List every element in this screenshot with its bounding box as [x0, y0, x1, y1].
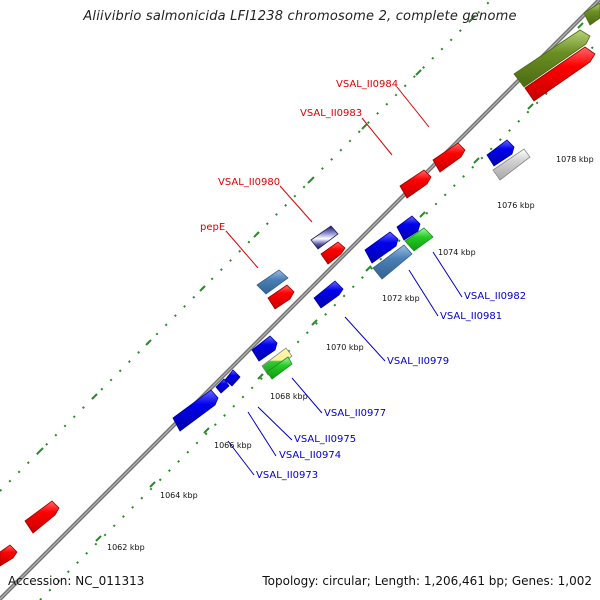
map-title: Aliivibrio salmonicida LFI1238 chromosom… [83, 9, 517, 24]
scale-label-1072: 1072 kbp [382, 294, 420, 303]
gene-label-pepE[interactable]: pepE [200, 222, 226, 233]
gene-VSAL_II0981[interactable] [372, 244, 413, 280]
gene-pepE[interactable] [256, 269, 289, 295]
label-leaders [225, 86, 463, 476]
gene-VSAL_II0982[interactable] [404, 227, 434, 252]
gene-red-small-2[interactable] [267, 284, 295, 310]
gene-blue-mid-1[interactable] [364, 231, 399, 264]
gene-VSAL_II0974[interactable] [215, 378, 230, 394]
gene-label-VSAL_II0974[interactable]: VSAL_II0974 [279, 450, 342, 461]
gene-label-VSAL_II0977[interactable]: VSAL_II0977 [324, 408, 387, 419]
scale-label-1066: 1066 kbp [214, 441, 252, 450]
accession-text: Accession: NC_011313 [8, 574, 145, 588]
gene-label-VSAL_II0980[interactable]: VSAL_II0980 [218, 177, 281, 188]
gene-blue-mid-2[interactable] [396, 215, 421, 241]
scale-label-1064: 1064 kbp [160, 491, 198, 500]
gene-VSAL_II0973[interactable] [172, 389, 219, 432]
gene-green-small[interactable] [266, 356, 293, 380]
gene-red-small-1[interactable] [320, 241, 346, 265]
gene-VSAL_II0979[interactable] [313, 280, 344, 309]
gene-VSAL_II0975[interactable] [224, 369, 241, 387]
scale-label-1062: 1062 kbp [107, 543, 145, 552]
gene-blue-top-right[interactable] [486, 139, 515, 167]
scale-label-1068: 1068 kbp [270, 392, 308, 401]
gene-VSAL_II0977[interactable] [261, 347, 293, 376]
gene-label-VSAL_II0982[interactable]: VSAL_II0982 [464, 291, 527, 302]
scale-label-1070: 1070 kbp [326, 343, 364, 352]
gene-blue-mid-3[interactable] [251, 335, 278, 362]
gene-label-VSAL_II0983[interactable]: VSAL_II0983 [300, 108, 363, 119]
gene-olive-top-edge[interactable] [583, 2, 600, 26]
gene-VSAL_II0980[interactable] [310, 225, 339, 250]
gene-grey[interactable] [492, 148, 531, 181]
scale-label-1074: 1074 kbp [438, 248, 476, 257]
gene-red-top[interactable] [524, 46, 596, 102]
gene-label-VSAL_II0973[interactable]: VSAL_II0973 [256, 470, 319, 481]
genome-summary-text: Topology: circular; Length: 1,206,461 bp… [262, 574, 592, 588]
scale-track-outer [0, 0, 493, 492]
gene-label-VSAL_II0979[interactable]: VSAL_II0979 [387, 356, 450, 367]
gene-olive-top[interactable] [513, 29, 591, 88]
scale-label-1078: 1078 kbp [556, 155, 594, 164]
gene-VSAL_II0984[interactable] [432, 142, 466, 173]
gene-label-VSAL_II0975[interactable]: VSAL_II0975 [294, 434, 357, 445]
gene-red-left-2[interactable] [0, 544, 18, 567]
gene-label-VSAL_II0981[interactable]: VSAL_II0981 [440, 311, 503, 322]
gene-VSAL_II0983[interactable] [399, 169, 432, 199]
gene-red-left-1[interactable] [24, 500, 60, 534]
scale-major-ticks [37, 15, 584, 542]
scale-label-1076: 1076 kbp [497, 201, 535, 210]
gene-label-VSAL_II0984[interactable]: VSAL_II0984 [336, 79, 399, 90]
